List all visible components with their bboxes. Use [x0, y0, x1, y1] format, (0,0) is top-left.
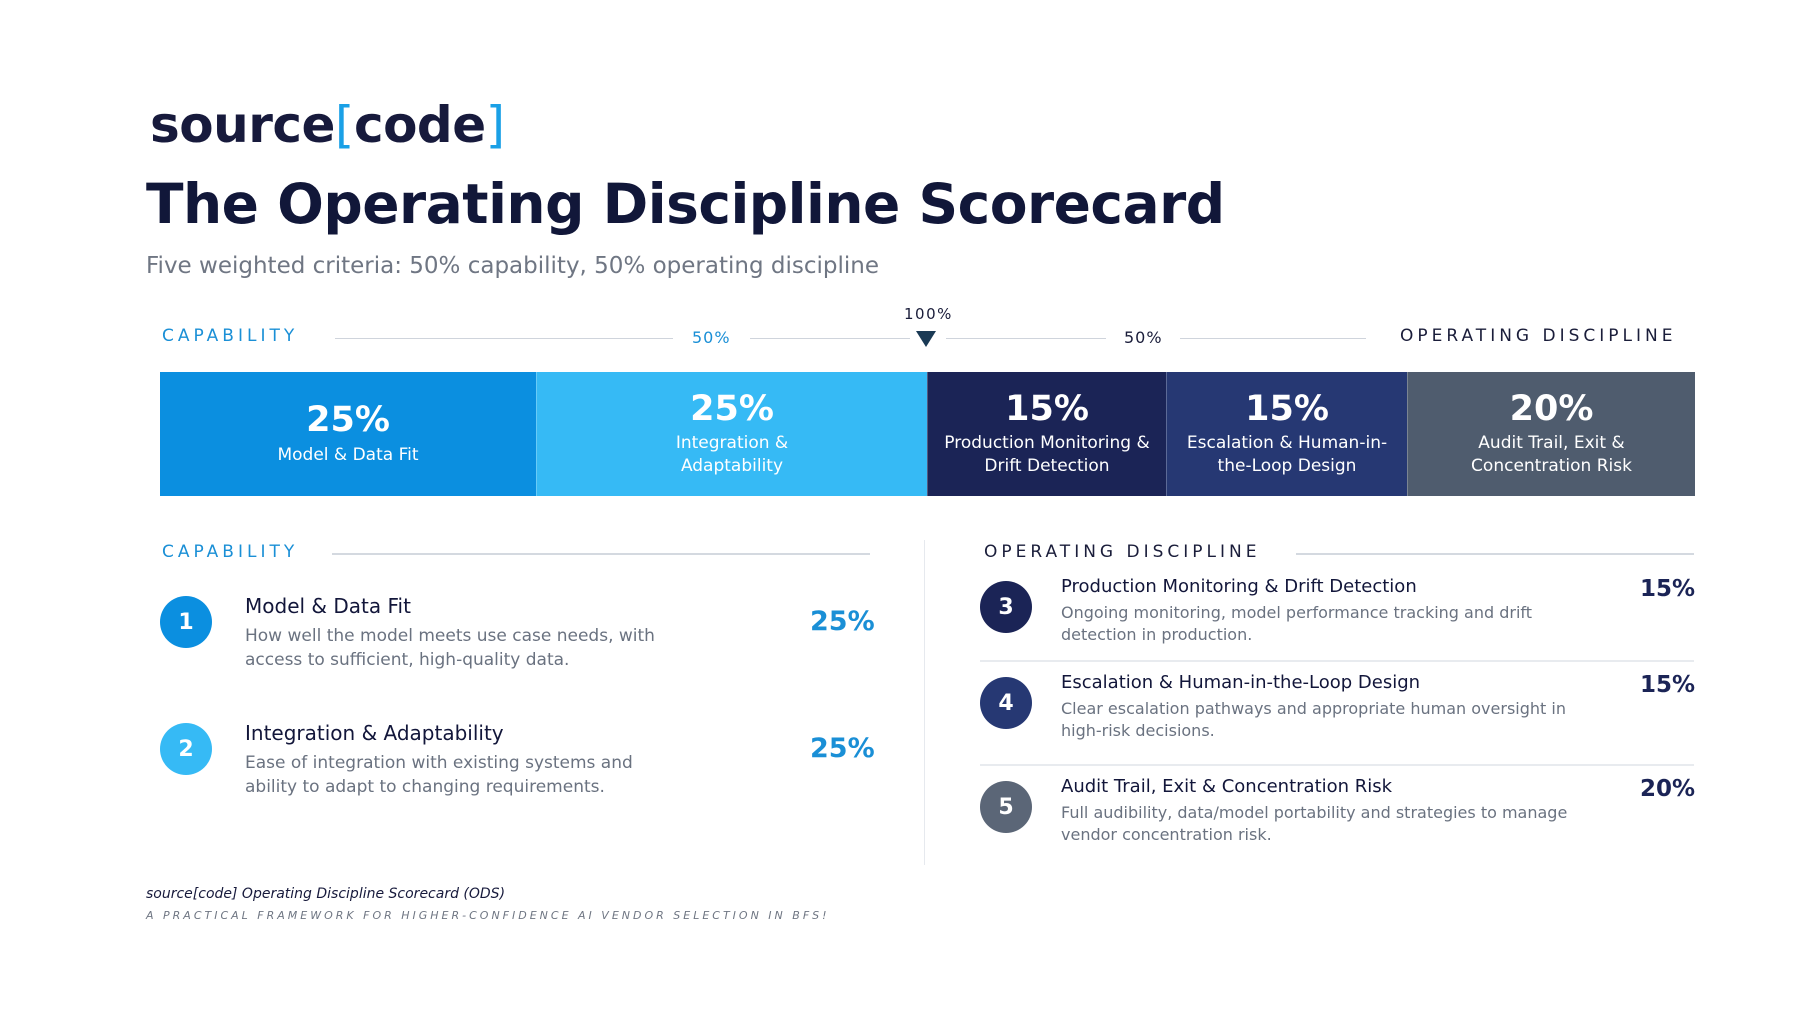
- logo-bracket-close: ]: [485, 96, 506, 154]
- bar-segment-pct: 15%: [1245, 388, 1329, 429]
- bar-segment-2: 25% Integration & Adaptability: [536, 372, 927, 496]
- operating-item-pct: 15%: [1640, 576, 1696, 602]
- page-title: The Operating Discipline Scorecard: [146, 172, 1225, 236]
- bar-segment-pct: 25%: [690, 388, 774, 429]
- operating-item-title: Production Monitoring & Drift Detection: [1061, 576, 1417, 597]
- bar-segment-label: Production Monitoring & Drift Detection: [944, 433, 1150, 477]
- capability-item-title: Model & Data Fit: [245, 594, 411, 618]
- capability-header: CAPABILITY: [162, 542, 299, 562]
- logo-bracket-open: [: [334, 96, 355, 154]
- operating-number-badge: 3: [980, 581, 1032, 633]
- capability-number-badge: 2: [160, 723, 212, 775]
- scale-line-1: [335, 338, 673, 339]
- scale-total: 100%: [904, 305, 953, 323]
- bar-segment-1: 25% Model & Data Fit: [160, 372, 536, 496]
- operating-header-line: [1296, 553, 1694, 555]
- scale-marker-icon: [916, 331, 936, 347]
- section-divider: [924, 540, 925, 865]
- bar-segment-label: Model & Data Fit: [277, 444, 419, 465]
- operating-item-desc: Ongoing monitoring, model performance tr…: [1061, 603, 1533, 645]
- operating-item-pct: 20%: [1640, 776, 1696, 802]
- bar-segment-pct: 20%: [1509, 388, 1594, 429]
- row-separator: [980, 660, 1694, 662]
- scale-line-3: [946, 338, 1106, 339]
- capability-item-title: Integration & Adaptability: [245, 721, 504, 745]
- capability-header-line: [332, 553, 870, 555]
- bar-segment-4: 15% Escalation & Human-in-the-Loop Design: [1166, 372, 1407, 496]
- operating-item-pct: 15%: [1640, 672, 1696, 698]
- bar-segment-label: Integration & Adaptability: [675, 433, 789, 477]
- logo: source[code]: [150, 100, 505, 150]
- scale-capability-label: CAPABILITY: [162, 326, 299, 346]
- bar-segment-label: Escalation & Human-in-the-Loop Design: [1186, 433, 1388, 477]
- bar-segment-label: Audit Trail, Exit & Concentration Risk: [1471, 433, 1632, 477]
- capability-item-pct: 25%: [810, 733, 875, 764]
- row-separator: [980, 764, 1694, 766]
- operating-item-desc: Clear escalation pathways and appropriat…: [1061, 699, 1566, 741]
- scale-line-4: [1180, 338, 1366, 339]
- scale-capability-pct: 50%: [692, 328, 731, 347]
- capability-number-badge: 1: [160, 596, 212, 648]
- logo-text-code: code: [353, 96, 486, 154]
- operating-item-title: Audit Trail, Exit & Concentration Risk: [1061, 776, 1393, 797]
- bar-segment-3: 15% Production Monitoring & Drift Detecti…: [927, 372, 1166, 496]
- scale-ops-pct: 50%: [1124, 328, 1163, 347]
- operating-number-badge: 5: [980, 781, 1032, 833]
- logo-text-source: source: [150, 96, 335, 154]
- capability-item-pct: 25%: [810, 606, 875, 637]
- scale-ops-label: OPERATING DISCIPLINE: [1400, 326, 1677, 346]
- operating-number-badge: 4: [980, 677, 1032, 729]
- capability-item-desc: How well the model meets use case needs,…: [245, 626, 655, 670]
- page-subtitle: Five weighted criteria: 50% capability, …: [146, 253, 879, 279]
- capability-item-desc: Ease of integration with existing system…: [245, 753, 633, 797]
- weight-bar: 25% Model & Data Fit 25% Integration & Adap…: [160, 372, 1695, 496]
- operating-header: OPERATING DISCIPLINE: [984, 542, 1261, 562]
- scale-line-2: [750, 338, 910, 339]
- bar-segment-5: 20% Audit Trail, Exit & Concentration Ris…: [1407, 372, 1695, 496]
- bar-segment-pct: 15%: [1005, 388, 1089, 429]
- operating-item-desc: Full audibility, data/model portability …: [1061, 803, 1568, 845]
- footer-title: source[code] Operating Discipline Scorec…: [146, 886, 506, 902]
- bar-segment-pct: 25%: [306, 400, 390, 441]
- footer-tagline: A PRACTICAL FRAMEWORK FOR HIGHER-CONFIDE…: [146, 909, 830, 922]
- operating-item-title: Escalation & Human-in-the-Loop Design: [1061, 672, 1421, 693]
